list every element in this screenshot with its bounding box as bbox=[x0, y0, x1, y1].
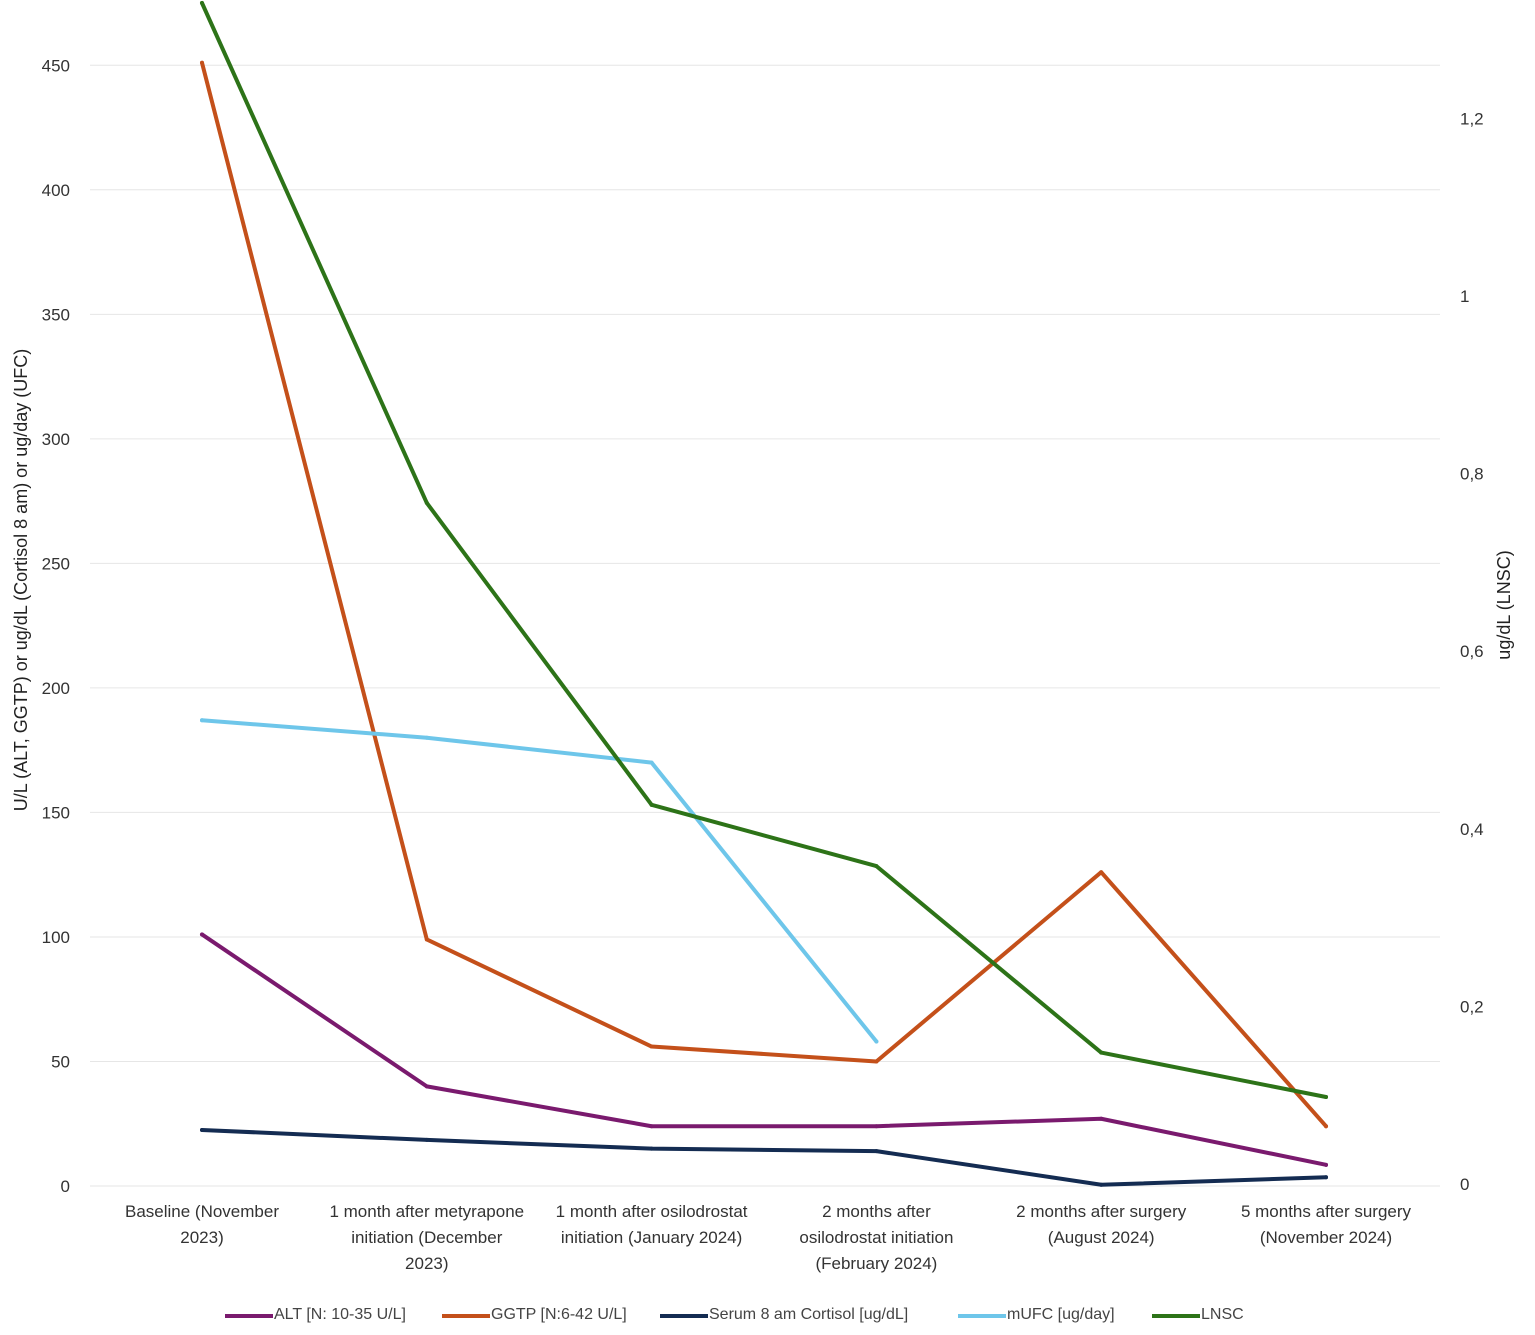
y2-tick-label: 0,4 bbox=[1460, 820, 1484, 839]
data-point bbox=[649, 1044, 654, 1049]
legend-label: ALT [N: 10-35 U/L] bbox=[274, 1306, 406, 1323]
data-point bbox=[424, 1084, 429, 1089]
y2-tick-label: 0,6 bbox=[1460, 642, 1484, 661]
data-point bbox=[424, 937, 429, 942]
data-point bbox=[1099, 1050, 1104, 1055]
y-tick-label: 300 bbox=[42, 430, 70, 449]
legend-label: GGTP [N:6-42 U/L] bbox=[491, 1306, 627, 1323]
legend-label: LNSC bbox=[1201, 1306, 1244, 1323]
data-point bbox=[649, 760, 654, 765]
data-point bbox=[1324, 1124, 1328, 1129]
y2-tick-label: 0,2 bbox=[1460, 997, 1484, 1016]
data-point bbox=[200, 60, 204, 65]
data-point bbox=[649, 802, 654, 807]
data-point bbox=[1324, 1094, 1328, 1099]
y-tick-label: 250 bbox=[42, 554, 70, 573]
series-line-serum bbox=[200, 1127, 1328, 1187]
series-line-ggtp bbox=[200, 60, 1328, 1129]
data-point bbox=[874, 1124, 879, 1129]
x-tick-label: 1 month after metyrapone initiation (Dece… bbox=[329, 1202, 524, 1273]
data-point bbox=[1099, 1182, 1104, 1187]
y-tick-label: 350 bbox=[42, 305, 70, 324]
series-line-alt bbox=[200, 932, 1328, 1167]
x-tick-label: 2 months after osilodrostat initiation (Fe… bbox=[799, 1202, 953, 1273]
x-tick-label: 1 month after osilodrostat initiation (Ja… bbox=[556, 1202, 748, 1247]
x-tick-label: 5 months after surgery (November 2024) bbox=[1241, 1202, 1412, 1247]
data-point bbox=[424, 1137, 429, 1142]
data-point bbox=[200, 1, 204, 5]
data-point bbox=[1099, 870, 1104, 875]
y-tick-label: 0 bbox=[61, 1177, 70, 1196]
data-point bbox=[874, 864, 879, 869]
data-point bbox=[200, 932, 204, 937]
data-point bbox=[200, 1127, 204, 1132]
y2-tick-label: 0 bbox=[1460, 1175, 1469, 1194]
y2-tick-label: 1,2 bbox=[1460, 109, 1484, 128]
data-point bbox=[200, 718, 204, 723]
y-tick-label: 450 bbox=[42, 56, 70, 75]
y-tick-label: 150 bbox=[42, 803, 70, 822]
data-point bbox=[874, 1039, 879, 1044]
y-axis-right-title: ug/dL (LNSC) bbox=[1494, 550, 1514, 659]
legend-label: Serum 8 am Cortisol [ug/dL] bbox=[709, 1306, 908, 1323]
data-point bbox=[1324, 1162, 1328, 1167]
y-axis-left-title: U/L (ALT, GGTP) or ug/dL (Cortisol 8 am)… bbox=[11, 349, 31, 811]
series-line-mufc bbox=[200, 718, 879, 1044]
data-point bbox=[649, 1124, 654, 1129]
legend-label: mUFC [ug/day] bbox=[1007, 1306, 1115, 1323]
data-point bbox=[424, 500, 429, 505]
data-point bbox=[649, 1146, 654, 1151]
legend-item: GGTP [N:6-42 U/L] bbox=[442, 1306, 627, 1323]
y-tick-label: 400 bbox=[42, 181, 70, 200]
y-tick-label: 100 bbox=[42, 928, 70, 947]
data-point bbox=[874, 1149, 879, 1154]
y2-tick-label: 0,8 bbox=[1460, 465, 1484, 484]
series-line-lnsc bbox=[200, 1, 1328, 1099]
data-point bbox=[874, 1059, 879, 1064]
data-point bbox=[1099, 1116, 1104, 1121]
x-tick-label: Baseline (November 2023) bbox=[125, 1202, 279, 1247]
legend-item: mUFC [ug/day] bbox=[958, 1306, 1115, 1323]
data-point bbox=[1324, 1175, 1328, 1180]
y-tick-label: 50 bbox=[51, 1052, 70, 1071]
x-tick-label: 2 months after surgery (August 2024) bbox=[1016, 1202, 1187, 1247]
legend-item: Serum 8 am Cortisol [ug/dL] bbox=[660, 1306, 908, 1323]
data-point bbox=[424, 735, 429, 740]
legend-item: ALT [N: 10-35 U/L] bbox=[225, 1306, 406, 1323]
legend-item: LNSC bbox=[1152, 1306, 1244, 1323]
y-tick-label: 200 bbox=[42, 679, 70, 698]
y2-tick-label: 1 bbox=[1460, 287, 1469, 306]
